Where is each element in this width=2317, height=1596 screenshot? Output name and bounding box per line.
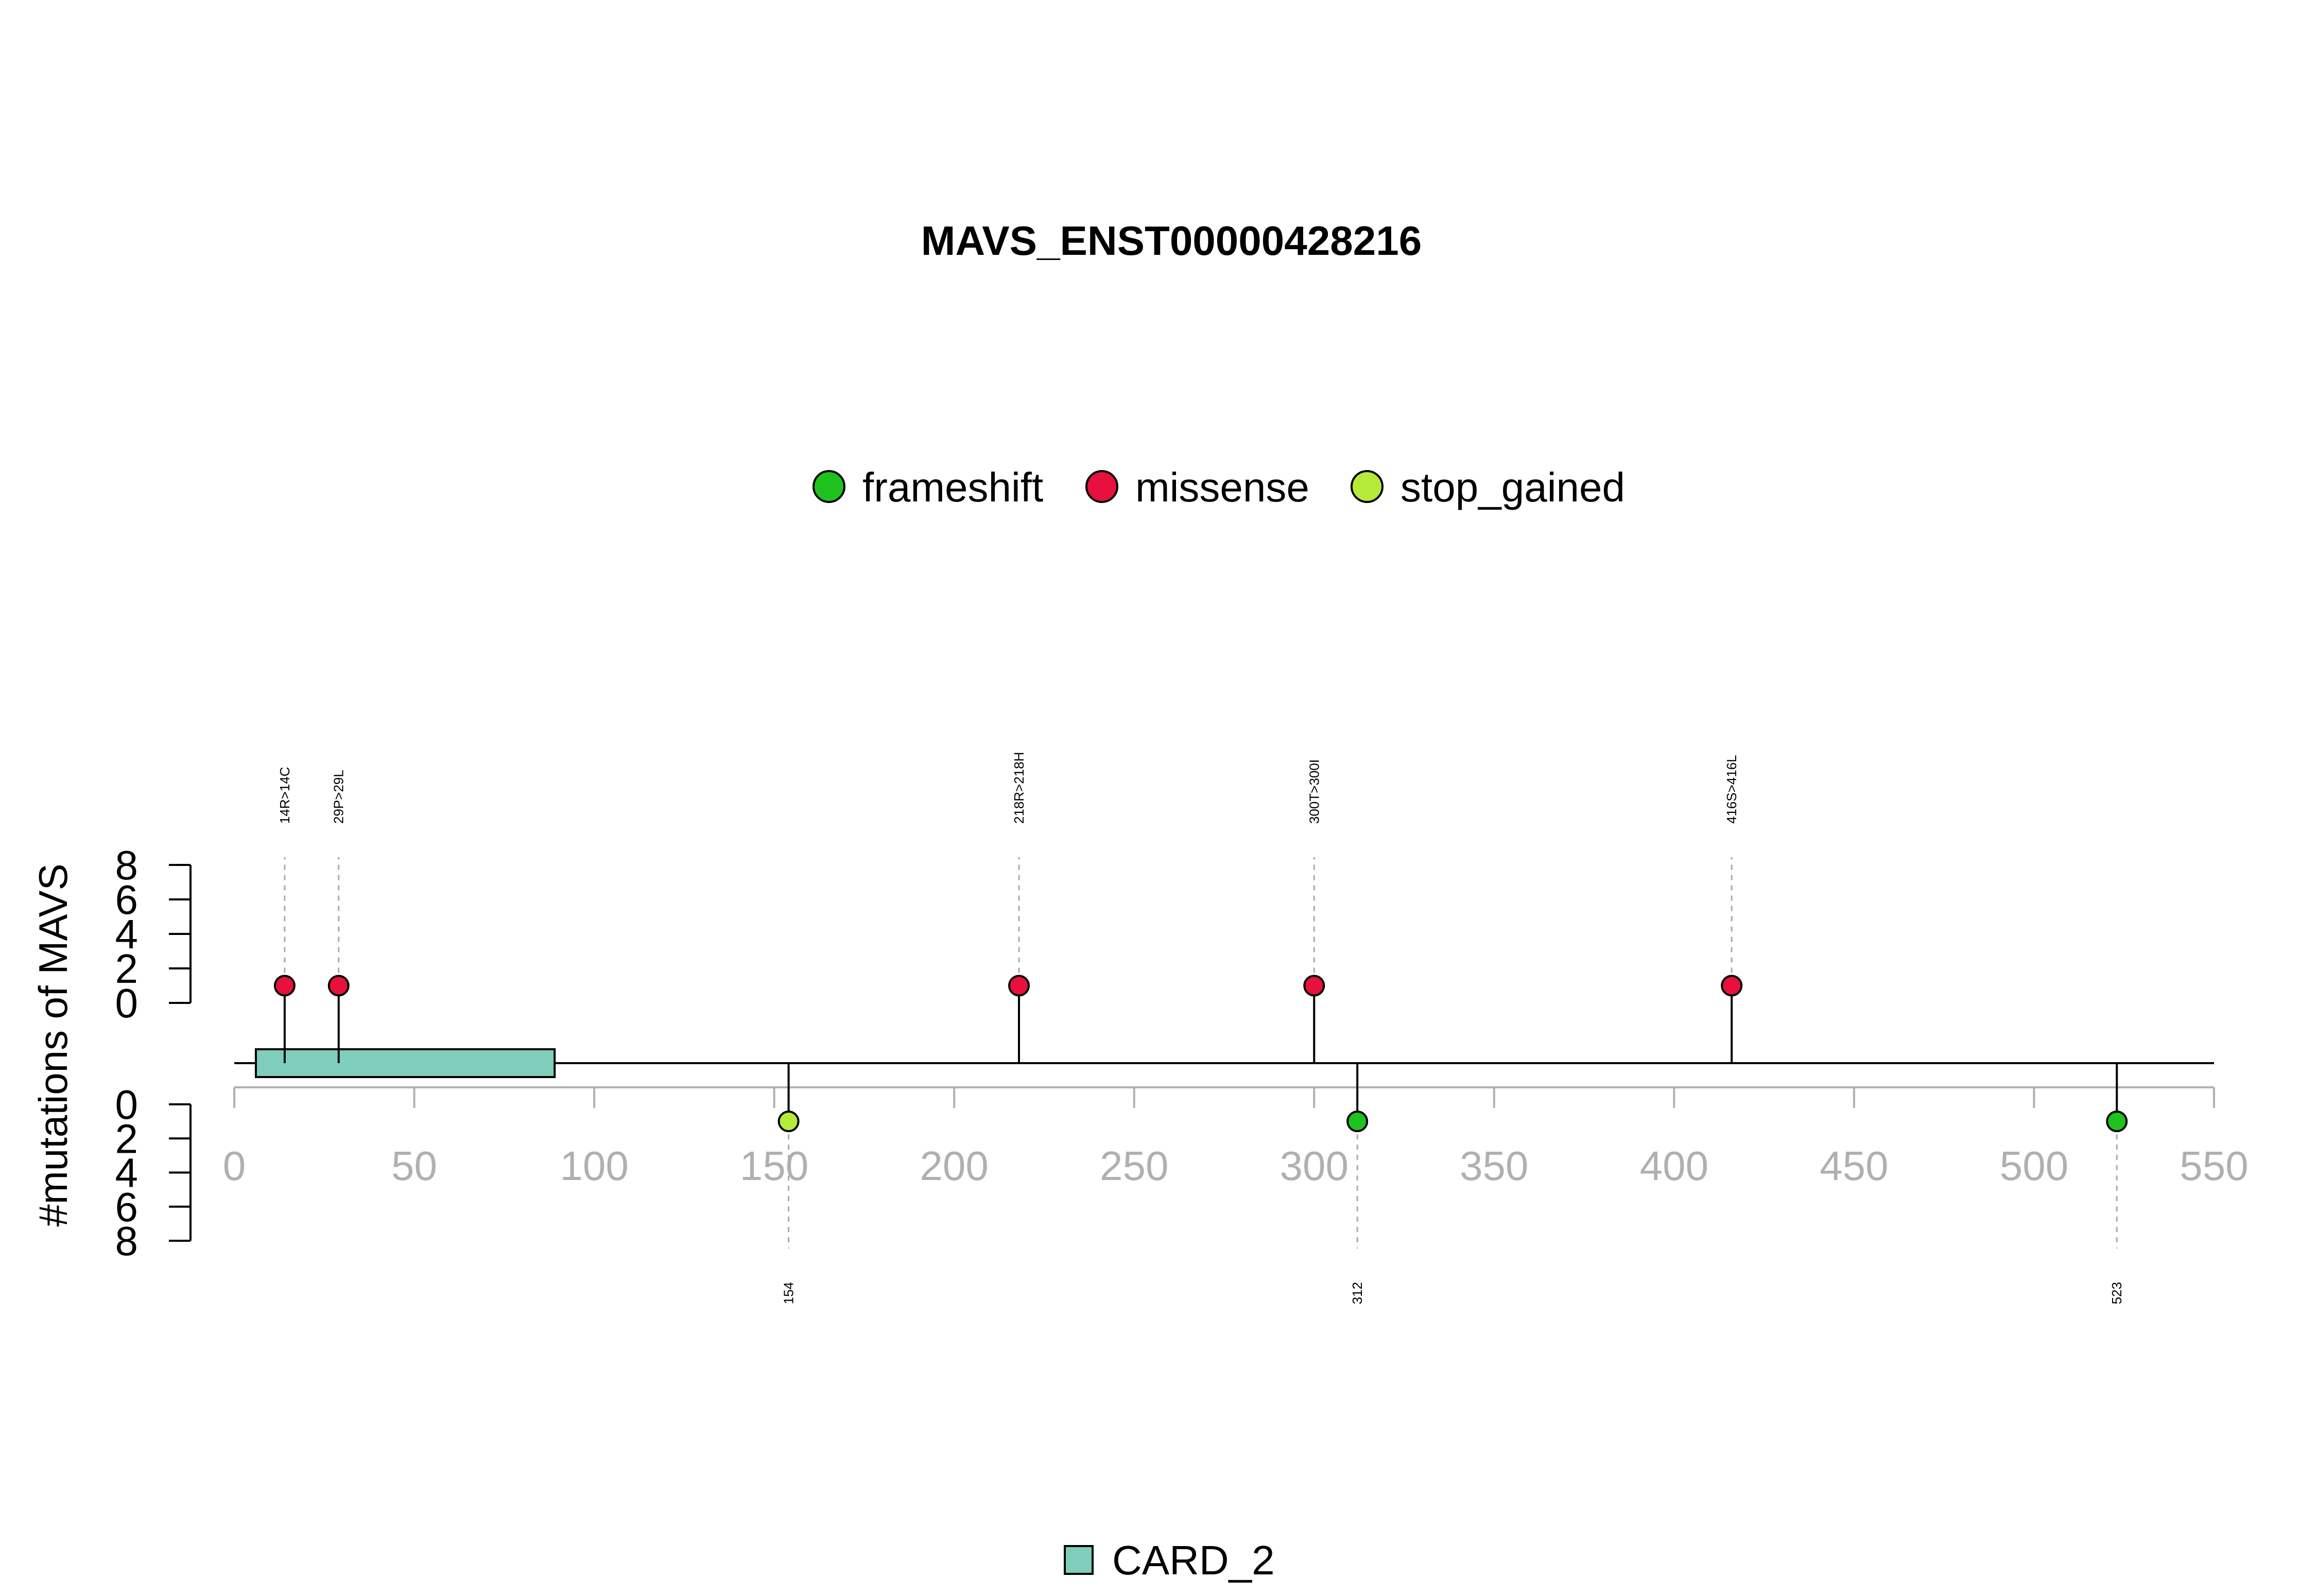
x-tick-label: 300: [1280, 1143, 1348, 1189]
x-tick-label: 0: [223, 1143, 246, 1189]
domain-CARD_2: [254, 1048, 556, 1078]
mutation-label: 29P>29L: [331, 770, 347, 824]
mutation-label: 218R>218H: [1011, 752, 1027, 824]
mutation-point-missense: [1721, 975, 1743, 997]
x-tick-label: 100: [560, 1143, 628, 1189]
mutation-label: 312: [1350, 1282, 1365, 1304]
x-tick-label: 250: [1100, 1143, 1168, 1189]
legend-marker-stop_gained: [1351, 470, 1384, 503]
mutation-above: 300T>300I: [1303, 759, 1325, 1063]
mutation-point-missense: [1008, 975, 1030, 997]
domain-legend-item-CARD_2: CARD_2: [1064, 1537, 1275, 1583]
legend: frameshift missense stop_gained: [812, 464, 1625, 510]
legend-label: frameshift: [862, 464, 1043, 510]
y-tick-label: 6: [115, 1184, 139, 1230]
y-tick-label: 2: [115, 946, 139, 992]
mutation-point-missense: [1303, 975, 1325, 997]
x-tick-label: 450: [1820, 1143, 1888, 1189]
x-tick-label: 550: [2180, 1143, 2248, 1189]
mutation-point-frameshift: [2106, 1111, 2128, 1133]
mutation-above: 218R>218H: [1008, 752, 1030, 1063]
domain-legend-label: CARD_2: [1112, 1537, 1275, 1583]
y-tick-label: 6: [115, 877, 139, 923]
domains: [254, 1048, 556, 1078]
legend-label: missense: [1135, 464, 1309, 510]
mutation-below: 154: [777, 1063, 800, 1304]
x-tick-label: 400: [1640, 1143, 1708, 1189]
legend-item-stop_gained: stop_gained: [1351, 464, 1625, 510]
x-tick-label: 150: [740, 1143, 808, 1189]
y-tick-label: 0: [115, 1082, 139, 1127]
y-tick-label: 0: [115, 980, 139, 1026]
mutation-point-missense: [273, 975, 296, 997]
y-axis-label: #mutations of MAVS: [30, 863, 76, 1226]
mutation-above: 29P>29L: [327, 770, 350, 1063]
y-tick-label: 4: [115, 1150, 139, 1196]
mutation-label: 154: [781, 1282, 797, 1304]
mutation-above: 416S>416L: [1721, 755, 1743, 1063]
domain-legend-swatch: [1064, 1545, 1094, 1575]
x-tick-label: 500: [2000, 1143, 2068, 1189]
legend-marker-frameshift: [812, 470, 845, 503]
domain-legend: CARD_2: [1064, 1537, 1275, 1583]
legend-item-frameshift: frameshift: [812, 464, 1043, 510]
mutation-point-missense: [327, 975, 350, 997]
mutation-label: 523: [2109, 1282, 2124, 1304]
x-tick-label: 350: [1460, 1143, 1528, 1189]
y-tick-label: 2: [115, 1116, 139, 1161]
mutation-above: 14R>14C: [273, 767, 296, 1063]
mutation-label: 14R>14C: [277, 767, 292, 824]
mutation-label: 416S>416L: [1724, 755, 1739, 824]
legend-label: stop_gained: [1400, 464, 1625, 510]
x-tick-label: 200: [920, 1143, 988, 1189]
mutation-label: 300T>300I: [1306, 759, 1322, 824]
mutation-point-frameshift: [1346, 1111, 1369, 1133]
mutation-below: 312: [1346, 1063, 1369, 1304]
legend-item-missense: missense: [1085, 464, 1309, 510]
x-axis: 0 50 100 150 200 250 300 350 400 450 500 550: [223, 1086, 2249, 1189]
chart-title: MAVS_ENST00000428216: [921, 218, 1422, 264]
mutation-below: 523: [2106, 1063, 2128, 1304]
mutations: 14R>14C 29P>29L 218R>218H 300T>300I 416S>416…: [273, 752, 2128, 1304]
legend-marker-missense: [1085, 470, 1118, 503]
y-tick-label: 4: [115, 911, 139, 957]
y-tick-label: 8: [115, 842, 139, 888]
y-tick-label: 8: [115, 1218, 139, 1264]
mutation-point-stop_gained: [777, 1111, 800, 1133]
x-tick-label: 50: [391, 1143, 437, 1189]
